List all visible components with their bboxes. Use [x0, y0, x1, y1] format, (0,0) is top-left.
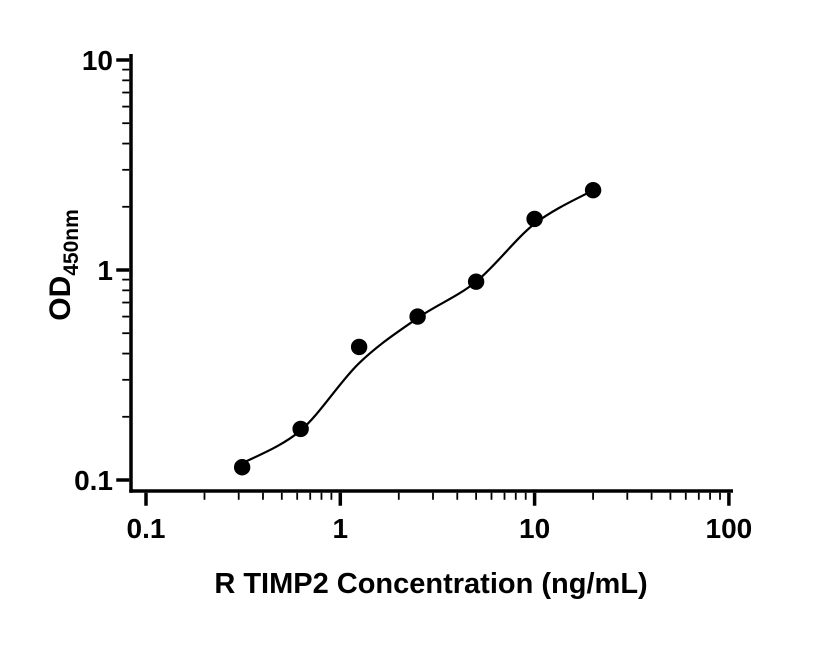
y-tick-label: 1: [97, 255, 113, 286]
y-axis-title: OD450nm: [44, 209, 83, 321]
data-point: [467, 273, 485, 290]
data-point: [233, 459, 251, 476]
data-point: [409, 308, 426, 325]
y-axis-title-main: OD: [44, 276, 77, 321]
y-tick-label: 10: [82, 45, 113, 76]
x-axis-title: R TIMP2 Concentration (ng/mL): [214, 568, 647, 600]
x-tick-label: 10: [519, 513, 550, 544]
series-layer: [233, 181, 602, 476]
x-tick-label: 0.1: [127, 513, 166, 544]
fit-curve-line: [241, 189, 595, 465]
x-tick-label: 100: [706, 513, 753, 544]
x-tick-label: 1: [333, 513, 349, 544]
axes-layer: 0.1 1 10 100 0.1 1 10: [74, 45, 752, 544]
data-point: [526, 210, 543, 228]
data-point: [292, 420, 309, 438]
y-tick-label: 0.1: [74, 465, 113, 496]
y-axis-title-subscript: 450nm: [60, 209, 83, 276]
data-point: [584, 181, 602, 199]
data-point: [350, 338, 368, 356]
